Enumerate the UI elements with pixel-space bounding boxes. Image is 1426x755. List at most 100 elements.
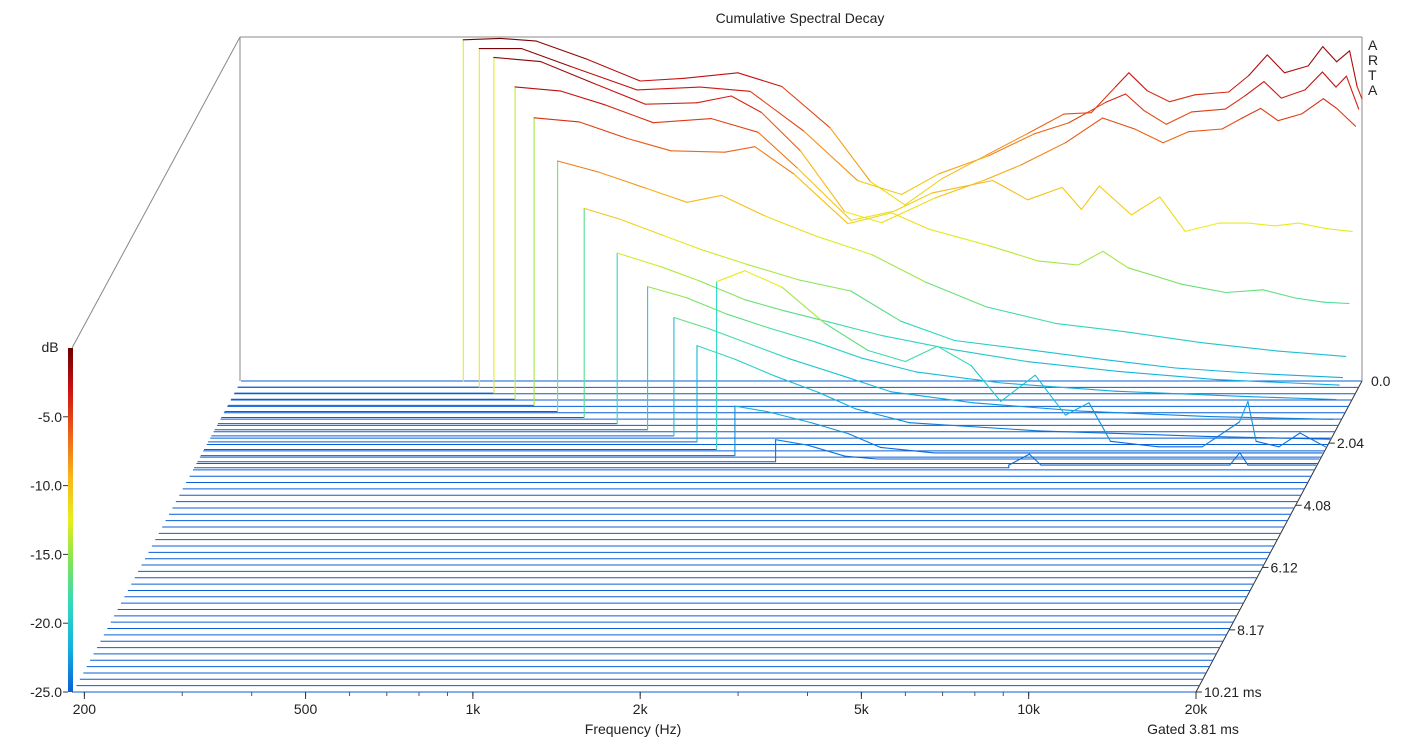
decay-curve-segment [737, 72, 783, 88]
decay-curve-segment [1117, 370, 1217, 381]
decay-curve-segment [1055, 322, 1126, 333]
time-tick-label: 10.21 ms [1204, 684, 1262, 700]
decay-curve-segment [1322, 46, 1338, 63]
decay-curve-segment [686, 194, 723, 203]
decay-curve-segment [1266, 54, 1286, 74]
y-axis-unit-label: dB [41, 339, 58, 355]
decay-curve-segment [915, 371, 1003, 384]
decay-slice [208, 345, 1331, 443]
decay-curve-segment [760, 111, 802, 152]
decay-curve-segment [850, 290, 902, 322]
chart-title: Cumulative Spectral Decay [716, 10, 885, 26]
decay-curve-segment [1283, 65, 1309, 74]
decay-curve-segment [1336, 50, 1351, 63]
decay-curve-segment [984, 164, 1022, 181]
decay-curve-segment [597, 171, 648, 190]
decay-curve-segment [970, 365, 1002, 402]
decay-curve-segment [925, 281, 987, 308]
decay-curve-segment [857, 180, 903, 196]
time-tick-label: 8.17 [1237, 622, 1264, 638]
x-tick-label: 1k [465, 701, 481, 717]
decay-curve-segment [1064, 402, 1090, 416]
decay-curve-segment [1127, 267, 1183, 285]
decay-curve-segment [744, 270, 783, 288]
decay-curve-segment [1228, 74, 1250, 93]
decay-curve-segment [514, 86, 562, 92]
decay-curve-segment [1098, 185, 1132, 216]
decay-curve-segment [855, 408, 910, 424]
decay-curve-segment [1215, 379, 1340, 386]
decay-slice [224, 160, 1347, 413]
decay-curve-segment [707, 327, 753, 346]
decay-curve-segment [697, 279, 746, 301]
decay-curve-segment [867, 349, 906, 363]
decay-curve-segment [803, 130, 859, 182]
decay-curve-segment [1278, 432, 1301, 448]
x-tick-label: 10k [1017, 701, 1041, 717]
decay-curve-segment [881, 335, 952, 350]
decay-slice [221, 207, 1344, 419]
decay-curve-segment [1008, 453, 1030, 466]
decay-curve-segment [1162, 131, 1190, 144]
decay-curve-segment [1238, 400, 1249, 423]
decay-curve-segment [636, 86, 701, 91]
decay-curve-segment [844, 455, 878, 460]
decay-curve-segment [499, 37, 537, 42]
watermark-letter: R [1368, 52, 1378, 68]
decay-curve-segment [988, 245, 1039, 262]
decay-curve-segment [754, 146, 795, 175]
decay-curve-segment [879, 446, 935, 454]
decay-curve-segment [869, 180, 906, 206]
decay-curve-segment [1263, 81, 1282, 99]
decay-slice [227, 117, 1350, 406]
decay-curve-segment [647, 286, 687, 299]
decay-curve-segment [701, 249, 749, 266]
floor-lines [73, 380, 1362, 693]
decay-curve-segment [720, 194, 766, 217]
decay-curve-segment [493, 56, 542, 63]
decay-curve-segment [861, 357, 917, 373]
x-tick-label: 2k [633, 701, 649, 717]
decay-curve-segment [639, 77, 685, 82]
decay-curve-segment [827, 321, 883, 337]
decay-curve-segment [1109, 440, 1159, 448]
decay-curve-segment [1105, 93, 1127, 103]
decay-slice [214, 286, 1337, 431]
decay-curve-segment [1247, 222, 1276, 227]
decay-curve-segment [938, 155, 989, 175]
decay-curve-segment [1030, 349, 1107, 361]
db-tick-label: -20.0 [30, 615, 62, 631]
decay-curve-segment [730, 95, 763, 114]
decay-curve-segment [1143, 109, 1167, 125]
decay-curve-segment [764, 215, 815, 236]
decay-curve-segment [663, 235, 703, 251]
decay-curve-segment [847, 433, 881, 448]
decay-curve-segment [931, 179, 994, 194]
decay-curve-segment [1115, 72, 1130, 88]
decay-curve-segment [881, 197, 937, 224]
decay-curve-segment [810, 422, 849, 435]
decay-curve-segment [1262, 289, 1296, 299]
decay-curve-segment [1229, 452, 1241, 466]
decay-curve-segment [557, 160, 599, 173]
decay-curve-segment [751, 344, 791, 360]
decay-slice [197, 439, 1320, 463]
decay-curve-segment [1169, 94, 1196, 103]
decay-curve-segment [734, 358, 776, 377]
decay-curve-segment [840, 374, 892, 393]
decay-curve-segment [908, 422, 1040, 432]
decay-curve-segment [1301, 98, 1324, 115]
decay-curve-segment [773, 375, 819, 393]
decay-curve-segment [521, 48, 572, 68]
time-axis: 2.04 4.08 6.12 8.17 10.21 ms [1196, 435, 1364, 700]
decay-curve-segment [781, 85, 831, 129]
decay-curve-segment [1124, 331, 1203, 344]
decay-curve-segment [1249, 396, 1337, 401]
decay-slice [241, 37, 1363, 382]
decay-curve-segment [646, 187, 688, 203]
decay-curve-segment [1321, 71, 1337, 88]
decay-slice [203, 270, 1326, 451]
decay-curve-segment [734, 405, 768, 413]
